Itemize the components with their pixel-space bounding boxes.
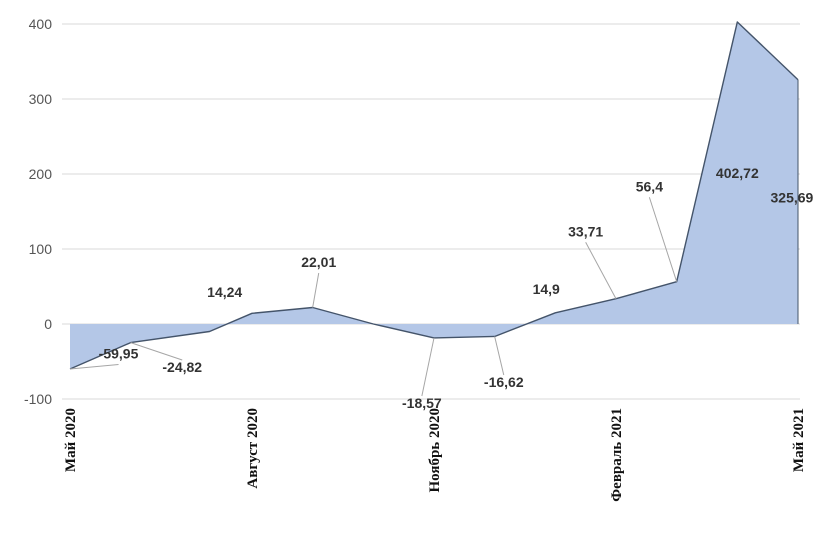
x-tick-label: Февраль 2021 [609, 408, 625, 502]
y-axis-ticks: -100 0 100 200 300 400 [24, 16, 52, 407]
y-tick-label: 400 [29, 16, 53, 32]
data-label: 14,24 [207, 284, 242, 300]
x-tick-label: Май 2021 [791, 408, 807, 472]
data-label: 325,69 [771, 190, 814, 206]
x-axis-ticks: Май 2020 Август 2020 Ноябрь 2020 Февраль 20… [63, 408, 807, 502]
leader-line [69, 364, 119, 370]
data-labels: -59,95 -24,82 14,24 22,01 -18,57 -16,62 14,9 33… [99, 165, 814, 411]
data-label: 33,71 [568, 223, 603, 239]
y-tick-label: 100 [29, 241, 53, 257]
data-label: 22,01 [301, 254, 336, 270]
leader-line [421, 337, 435, 397]
data-label: -24,82 [162, 359, 202, 375]
grid-layer [62, 23, 800, 400]
y-tick-label: 0 [44, 316, 52, 332]
x-tick-label: Август 2020 [245, 408, 261, 489]
leader-line [494, 336, 505, 376]
leader-lines [69, 197, 678, 397]
series-line [69, 21, 799, 370]
data-label: -16,62 [484, 374, 524, 390]
leader-line [130, 342, 183, 361]
y-tick-label: 200 [29, 166, 53, 182]
data-label: 402,72 [716, 165, 759, 181]
area-layer [69, 21, 799, 370]
leader-line [312, 272, 320, 308]
y-tick-label: 300 [29, 91, 53, 107]
data-label: -59,95 [99, 346, 139, 362]
x-tick-label: Май 2020 [63, 408, 79, 472]
area-fill [70, 21, 798, 369]
data-label: 14,9 [533, 281, 560, 297]
leader-line [585, 242, 617, 299]
y-tick-label: -100 [24, 391, 52, 407]
x-tick-label: Ноябрь 2020 [427, 408, 443, 493]
data-label: 56,4 [636, 178, 663, 194]
data-label: -18,57 [402, 395, 442, 411]
leader-line [648, 197, 678, 282]
